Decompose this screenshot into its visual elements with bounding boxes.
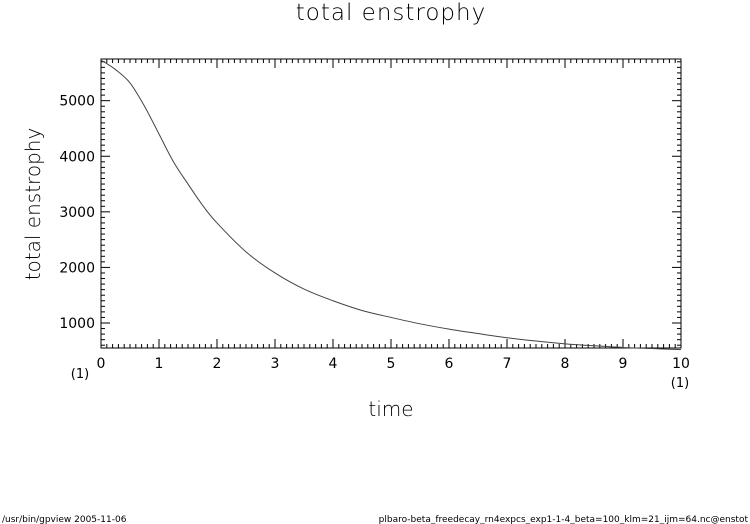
x-axis-label: time xyxy=(368,397,413,421)
x-tick-label: 0 xyxy=(97,356,106,372)
plot-area: 0 1 2 3 4 5 6 7 8 9 10 1000 2000 3000 4000 5000 xyxy=(59,58,690,372)
x-tick-label: 1 xyxy=(155,356,164,372)
plot-frame xyxy=(100,58,682,349)
footer-left: /usr/bin/gpview 2005-11-06 xyxy=(2,515,127,524)
x-tick-label: 5 xyxy=(387,356,396,372)
x-tick-label: 6 xyxy=(445,356,454,372)
tick-marks xyxy=(100,59,682,348)
y-tick-label: 2000 xyxy=(59,260,95,276)
y-tick-label: 1000 xyxy=(59,316,95,332)
footer-right: plbaro-beta_freedecay_rn4expcs_exp1-1-4_… xyxy=(379,515,749,524)
x-tick-label: 4 xyxy=(329,356,338,372)
y-tick-labels: 1000 2000 3000 4000 5000 xyxy=(59,94,95,332)
chart-title: total enstrophy xyxy=(296,0,486,26)
y-tick-label: 3000 xyxy=(59,205,95,221)
x-tick-labels: 0 1 2 3 4 5 6 7 8 9 10 xyxy=(97,356,690,372)
y-axis-label: total enstrophy xyxy=(21,128,45,281)
x-unit-right: (1) xyxy=(671,376,689,391)
x-tick-label: 7 xyxy=(503,356,512,372)
x-tick-label: 2 xyxy=(213,356,222,372)
x-tick-label: 3 xyxy=(271,356,280,372)
x-tick-label: 9 xyxy=(619,356,628,372)
x-tick-label: 8 xyxy=(561,356,570,372)
y-tick-label: 5000 xyxy=(59,94,95,110)
x-unit-left: (1) xyxy=(71,367,89,382)
series-line xyxy=(100,59,682,351)
x-tick-label: 10 xyxy=(672,356,690,372)
y-tick-label: 4000 xyxy=(59,149,95,165)
